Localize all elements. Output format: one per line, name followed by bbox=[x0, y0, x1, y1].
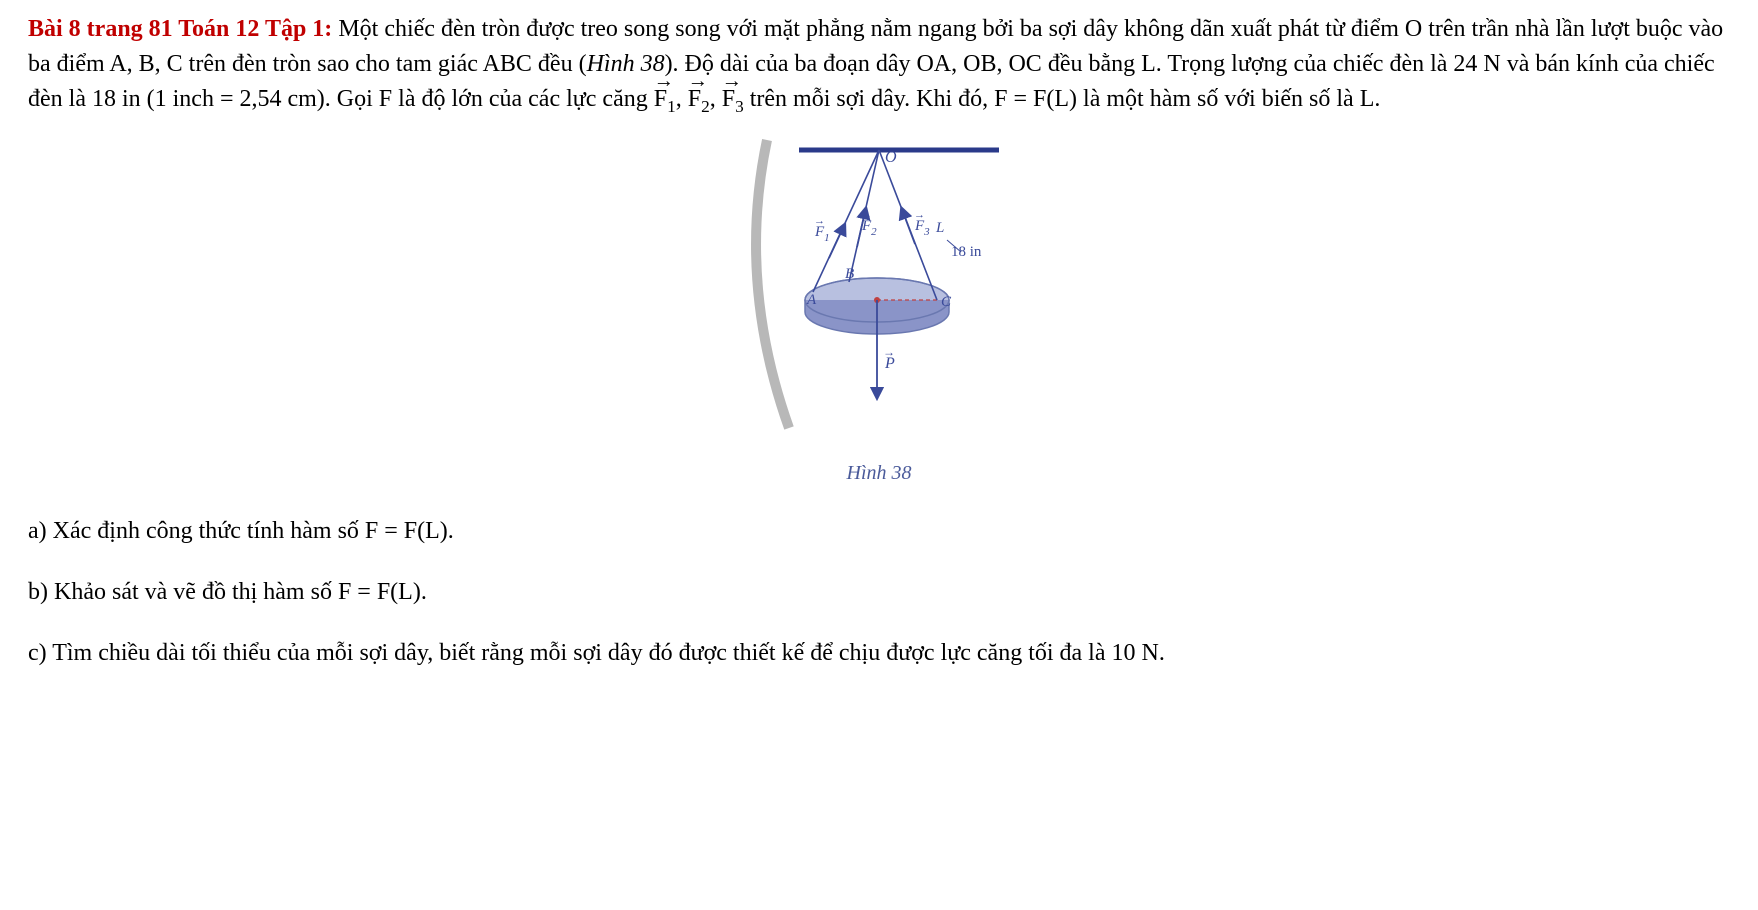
label-L: L bbox=[935, 220, 944, 236]
figure-svg: O F1 F2 F3 L 18 in A B C P → → → → bbox=[729, 132, 1029, 442]
question-c: c) Tìm chiều dài tối thiểu của mỗi sợi d… bbox=[28, 636, 1730, 671]
sep2: , bbox=[710, 86, 722, 112]
question-a: a) Xác định công thức tính hàm số F = F(… bbox=[28, 514, 1730, 549]
intro-text-3: trên mỗi sợi dây. Khi đó, F = F(L) là mộ… bbox=[744, 86, 1381, 112]
vector-F2-sym: F bbox=[688, 86, 701, 112]
vector-F1-sub: 1 bbox=[667, 96, 676, 115]
problem-statement: Bài 8 trang 81 Toán 12 Tập 1: Một chiếc … bbox=[28, 12, 1730, 118]
label-F3: F3 bbox=[914, 218, 930, 238]
label-B: B bbox=[845, 266, 854, 282]
label-F2: F2 bbox=[861, 218, 877, 238]
vector-F3-sub: 3 bbox=[735, 96, 744, 115]
problem-title: Bài 8 trang 81 Toán 12 Tập 1: bbox=[28, 16, 332, 42]
vector-F3-sym: F bbox=[722, 86, 735, 112]
vector-F2: F2 bbox=[688, 82, 710, 119]
vector-F1: F1 bbox=[654, 82, 676, 119]
label-F1: F1 bbox=[814, 224, 830, 244]
label-P-arrow: → bbox=[883, 345, 895, 359]
arrow-F1: → bbox=[814, 215, 825, 227]
vector-F3: F3 bbox=[722, 82, 744, 119]
label-A: A bbox=[806, 292, 817, 308]
arrow-F2: → bbox=[861, 209, 872, 221]
label-18in: 18 in bbox=[951, 244, 982, 260]
figure-caption: Hình 38 bbox=[28, 459, 1730, 488]
wall-curve bbox=[756, 140, 789, 428]
question-b: b) Khảo sát và vẽ đồ thị hàm số F = F(L)… bbox=[28, 575, 1730, 610]
label-O: O bbox=[885, 149, 897, 166]
force-F1-arrow bbox=[829, 228, 843, 258]
sep1: , bbox=[676, 86, 688, 112]
figure-container: O F1 F2 F3 L 18 in A B C P → → → → Hình … bbox=[28, 132, 1730, 488]
label-C: C bbox=[941, 294, 952, 310]
vector-F1-sym: F bbox=[654, 86, 667, 112]
arrow-F3: → bbox=[914, 209, 925, 221]
vector-F2-sub: 2 bbox=[701, 96, 710, 115]
